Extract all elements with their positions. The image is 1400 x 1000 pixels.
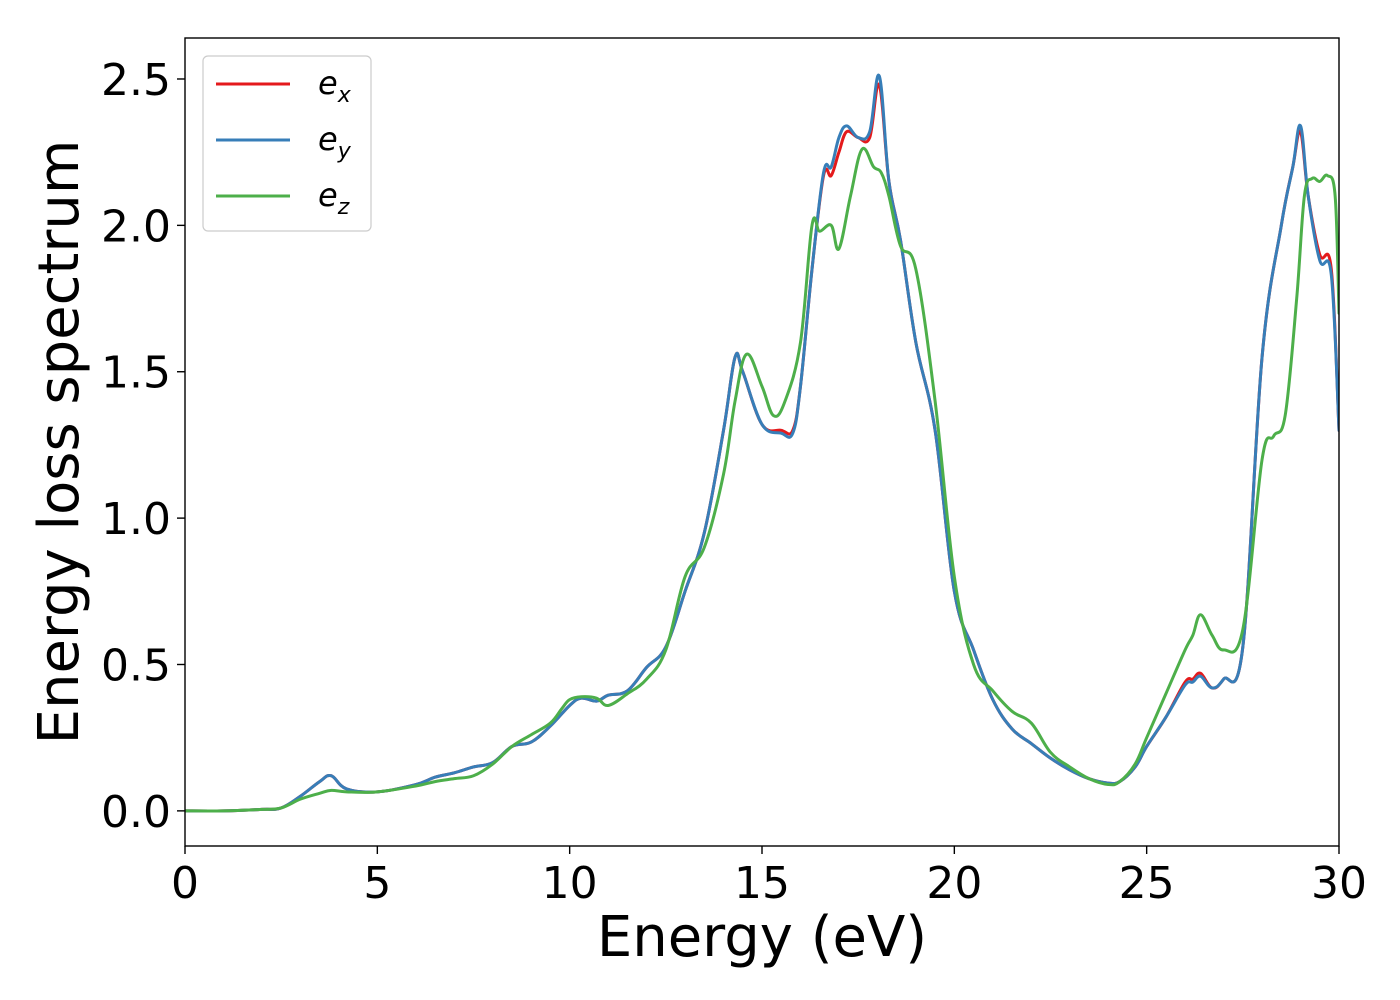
y-tick-label: 0.0 — [101, 787, 171, 838]
x-tick-label: 30 — [1311, 858, 1367, 909]
y-axis-label: Energy loss spectrum — [27, 140, 92, 745]
series-layer — [185, 73, 1339, 813]
x-axis-label: Energy (eV) — [597, 905, 927, 970]
x-tick-label: 25 — [1119, 858, 1175, 909]
x-tick-label: 0 — [171, 858, 199, 909]
x-tick-label: 10 — [542, 858, 598, 909]
legend-label-y: ey — [318, 120, 352, 164]
y-tick-label: 1.0 — [101, 494, 171, 545]
legend-box — [202, 55, 372, 232]
y-tick-label: 1.5 — [101, 348, 171, 399]
y-tick-label: 2.5 — [101, 55, 171, 106]
x-axis-ticks: 0 5 10 15 20 25 30 — [171, 846, 1367, 909]
x-tick-label: 20 — [926, 858, 982, 909]
x-tick-label: 15 — [734, 858, 790, 909]
y-tick-label: 2.0 — [101, 201, 171, 252]
legend: ex ey ez — [202, 55, 372, 232]
series-line-z — [185, 146, 1339, 813]
x-tick-label: 5 — [363, 858, 391, 909]
series-line-y — [185, 73, 1339, 813]
legend-label-z: ez — [318, 176, 350, 220]
legend-label-x: ex — [318, 64, 352, 108]
y-axis-ticks: 0.0 0.5 1.0 1.5 2.0 2.5 — [101, 55, 185, 838]
y-tick-label: 0.5 — [101, 640, 171, 691]
